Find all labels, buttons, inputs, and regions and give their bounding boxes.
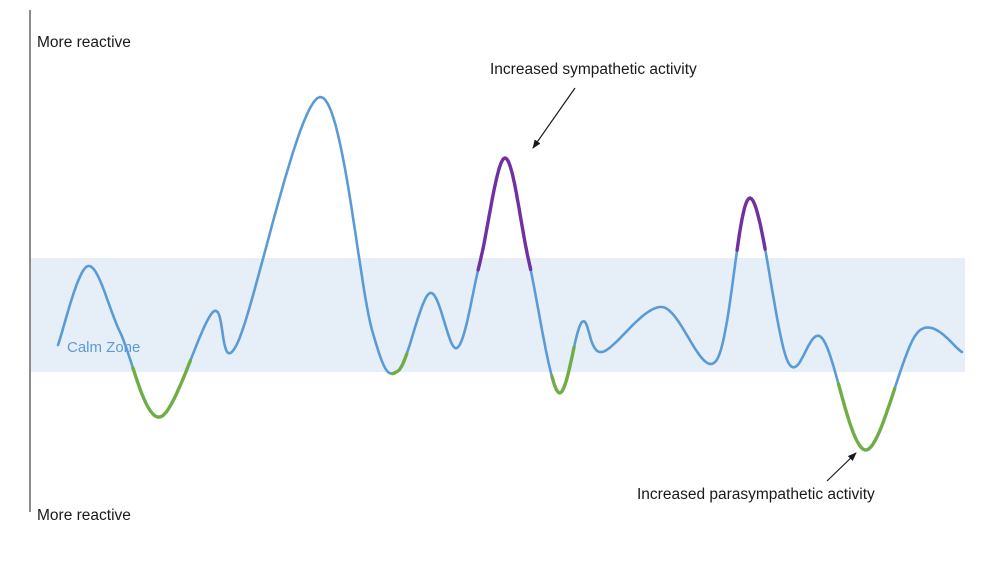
parasympathetic-arrow xyxy=(826,452,857,482)
sympathetic-annotation: Increased sympathetic activity xyxy=(490,61,697,78)
sympathetic-peak-2 xyxy=(735,196,767,252)
parasympathetic-trough-4 xyxy=(836,382,897,452)
axis-label-top: More reactive xyxy=(37,34,131,51)
parasympathetic-annotation: Increased parasympathetic activity xyxy=(637,486,875,503)
highlight-segments xyxy=(131,156,897,452)
parasympathetic-trough-2 xyxy=(390,352,409,376)
sympathetic-peak-1 xyxy=(476,156,533,272)
parasympathetic-trough-3 xyxy=(550,345,576,395)
axis-label-bottom: More reactive xyxy=(37,507,131,524)
calm-zone-band xyxy=(31,258,965,372)
parasympathetic-trough-1 xyxy=(131,358,193,419)
calm-zone-label: Calm Zone xyxy=(67,339,141,356)
sympathetic-arrow xyxy=(532,87,576,149)
